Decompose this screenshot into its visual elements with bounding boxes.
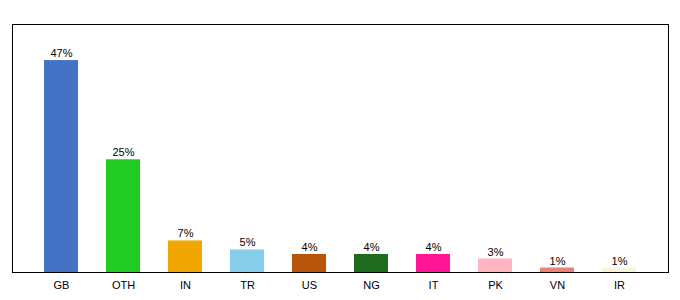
svg-text:NG: NG (363, 279, 380, 291)
svg-text:5%: 5% (240, 236, 256, 248)
svg-text:GB: GB (54, 279, 70, 291)
svg-text:1%: 1% (550, 255, 566, 267)
svg-text:VN: VN (550, 279, 565, 291)
svg-text:4%: 4% (364, 241, 380, 253)
svg-text:IN: IN (180, 279, 191, 291)
svg-text:1%: 1% (612, 255, 628, 267)
svg-text:7%: 7% (178, 227, 194, 239)
svg-text:4%: 4% (426, 241, 442, 253)
svg-text:PK: PK (488, 279, 503, 291)
svg-text:US: US (302, 279, 317, 291)
svg-text:IR: IR (614, 279, 625, 291)
svg-text:OTH: OTH (112, 279, 135, 291)
svg-text:TR: TR (240, 279, 255, 291)
svg-text:25%: 25% (112, 146, 134, 158)
svg-text:4%: 4% (302, 241, 318, 253)
svg-text:IT: IT (429, 279, 439, 291)
svg-text:47%: 47% (50, 47, 72, 59)
svg-text:3%: 3% (488, 245, 504, 257)
